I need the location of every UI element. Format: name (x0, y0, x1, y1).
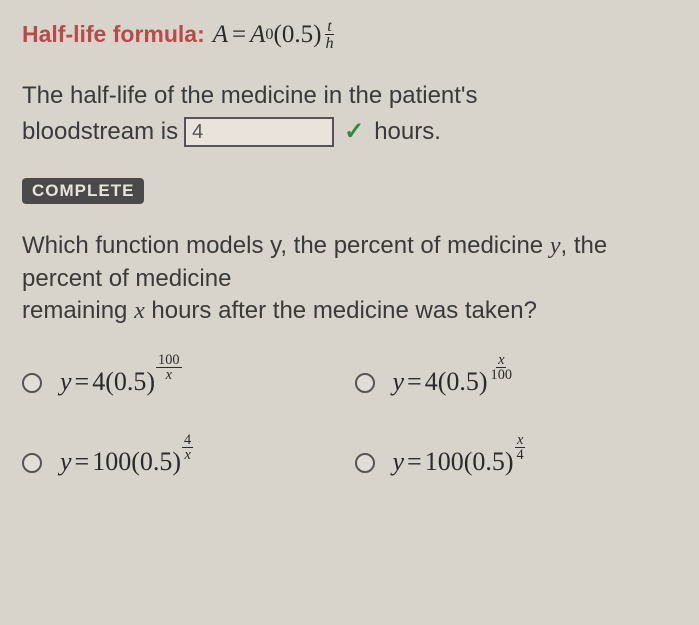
opt-b-base: (0.5) (438, 367, 488, 397)
complete-badge: COMPLETE (22, 178, 144, 204)
question-text: Which function models y, the percent of … (22, 230, 677, 327)
option-a[interactable]: y = 4 (0.5) 100 x (22, 367, 345, 397)
opt-c-eq: = (75, 447, 90, 477)
opt-b-exp-num: x (496, 353, 506, 368)
opt-a-coef: 4 (92, 367, 105, 397)
formula-label: Half-life formula: (22, 21, 205, 48)
option-b-equation: y = 4 (0.5) x 100 (393, 367, 515, 397)
opt-a-exp-num: 100 (156, 353, 181, 368)
formula-row: Half-life formula: A = A0 (0.5) t h (22, 18, 677, 52)
opt-b-exp: x 100 (489, 353, 514, 383)
opt-c-exp: 4 x (182, 433, 193, 463)
option-c[interactable]: y = 100 (0.5) 4 x (22, 447, 345, 477)
opt-a-exp: 100 x (156, 353, 181, 383)
formula-expression: A = A0 (0.5) t h (213, 18, 336, 52)
opt-a-lhs: y (60, 367, 72, 397)
check-icon: ✓ (344, 116, 364, 148)
sentence-before-input: bloodstream is (22, 116, 178, 148)
a0-base: A (250, 21, 265, 49)
radio-a[interactable] (22, 373, 42, 393)
equals-sign: = (232, 21, 246, 49)
radio-b[interactable] (355, 373, 375, 393)
option-d[interactable]: y = 100 (0.5) x 4 (355, 447, 678, 477)
sentence-line2: bloodstream is 4 ✓ hours. (22, 116, 677, 148)
opt-d-eq: = (407, 447, 422, 477)
opt-b-eq: = (407, 367, 422, 397)
opt-c-exp-den: x (182, 448, 192, 462)
opt-a-eq: = (75, 367, 90, 397)
option-d-equation: y = 100 (0.5) x 4 (393, 447, 526, 477)
sentence-after-input: hours. (374, 116, 441, 148)
formula-exponent-fraction: t h (323, 18, 335, 52)
opt-c-exp-num: 4 (182, 433, 193, 448)
sentence-line1: The half-life of the medicine in the pat… (22, 80, 677, 112)
opt-d-exp-den: 4 (515, 448, 526, 462)
option-a-equation: y = 4 (0.5) 100 x (60, 367, 182, 397)
opt-d-coef: 100 (425, 447, 464, 477)
radio-d[interactable] (355, 453, 375, 473)
half-life-sentence: The half-life of the medicine in the pat… (22, 80, 677, 149)
opt-b-exp-den: 100 (489, 368, 514, 382)
opt-c-coef: 100 (92, 447, 131, 477)
option-b[interactable]: y = 4 (0.5) x 100 (355, 367, 678, 397)
opt-a-base: (0.5) (105, 367, 155, 397)
opt-c-lhs: y (60, 447, 72, 477)
formula-lhs: A (213, 21, 228, 49)
opt-b-coef: 4 (425, 367, 438, 397)
option-c-equation: y = 100 (0.5) 4 x (60, 447, 193, 477)
a0-subscript: 0 (265, 25, 273, 44)
half-life-input[interactable]: 4 (184, 117, 334, 147)
radio-c[interactable] (22, 453, 42, 473)
opt-d-exp: x 4 (515, 433, 526, 463)
question-line1: Which function models y, the percent of … (22, 232, 543, 259)
exp-numerator: t (325, 18, 334, 35)
opt-a-exp-den: x (164, 368, 174, 382)
opt-d-exp-num: x (515, 433, 525, 448)
opt-c-base: (0.5) (131, 447, 181, 477)
opt-d-base: (0.5) (464, 447, 514, 477)
options-grid: y = 4 (0.5) 100 x y = 4 (0.5) x 100 y = (22, 367, 677, 477)
formula-base-value: (0.5) (274, 21, 322, 49)
exp-denominator: h (323, 35, 335, 51)
opt-b-lhs: y (393, 367, 405, 397)
opt-d-lhs: y (393, 447, 405, 477)
